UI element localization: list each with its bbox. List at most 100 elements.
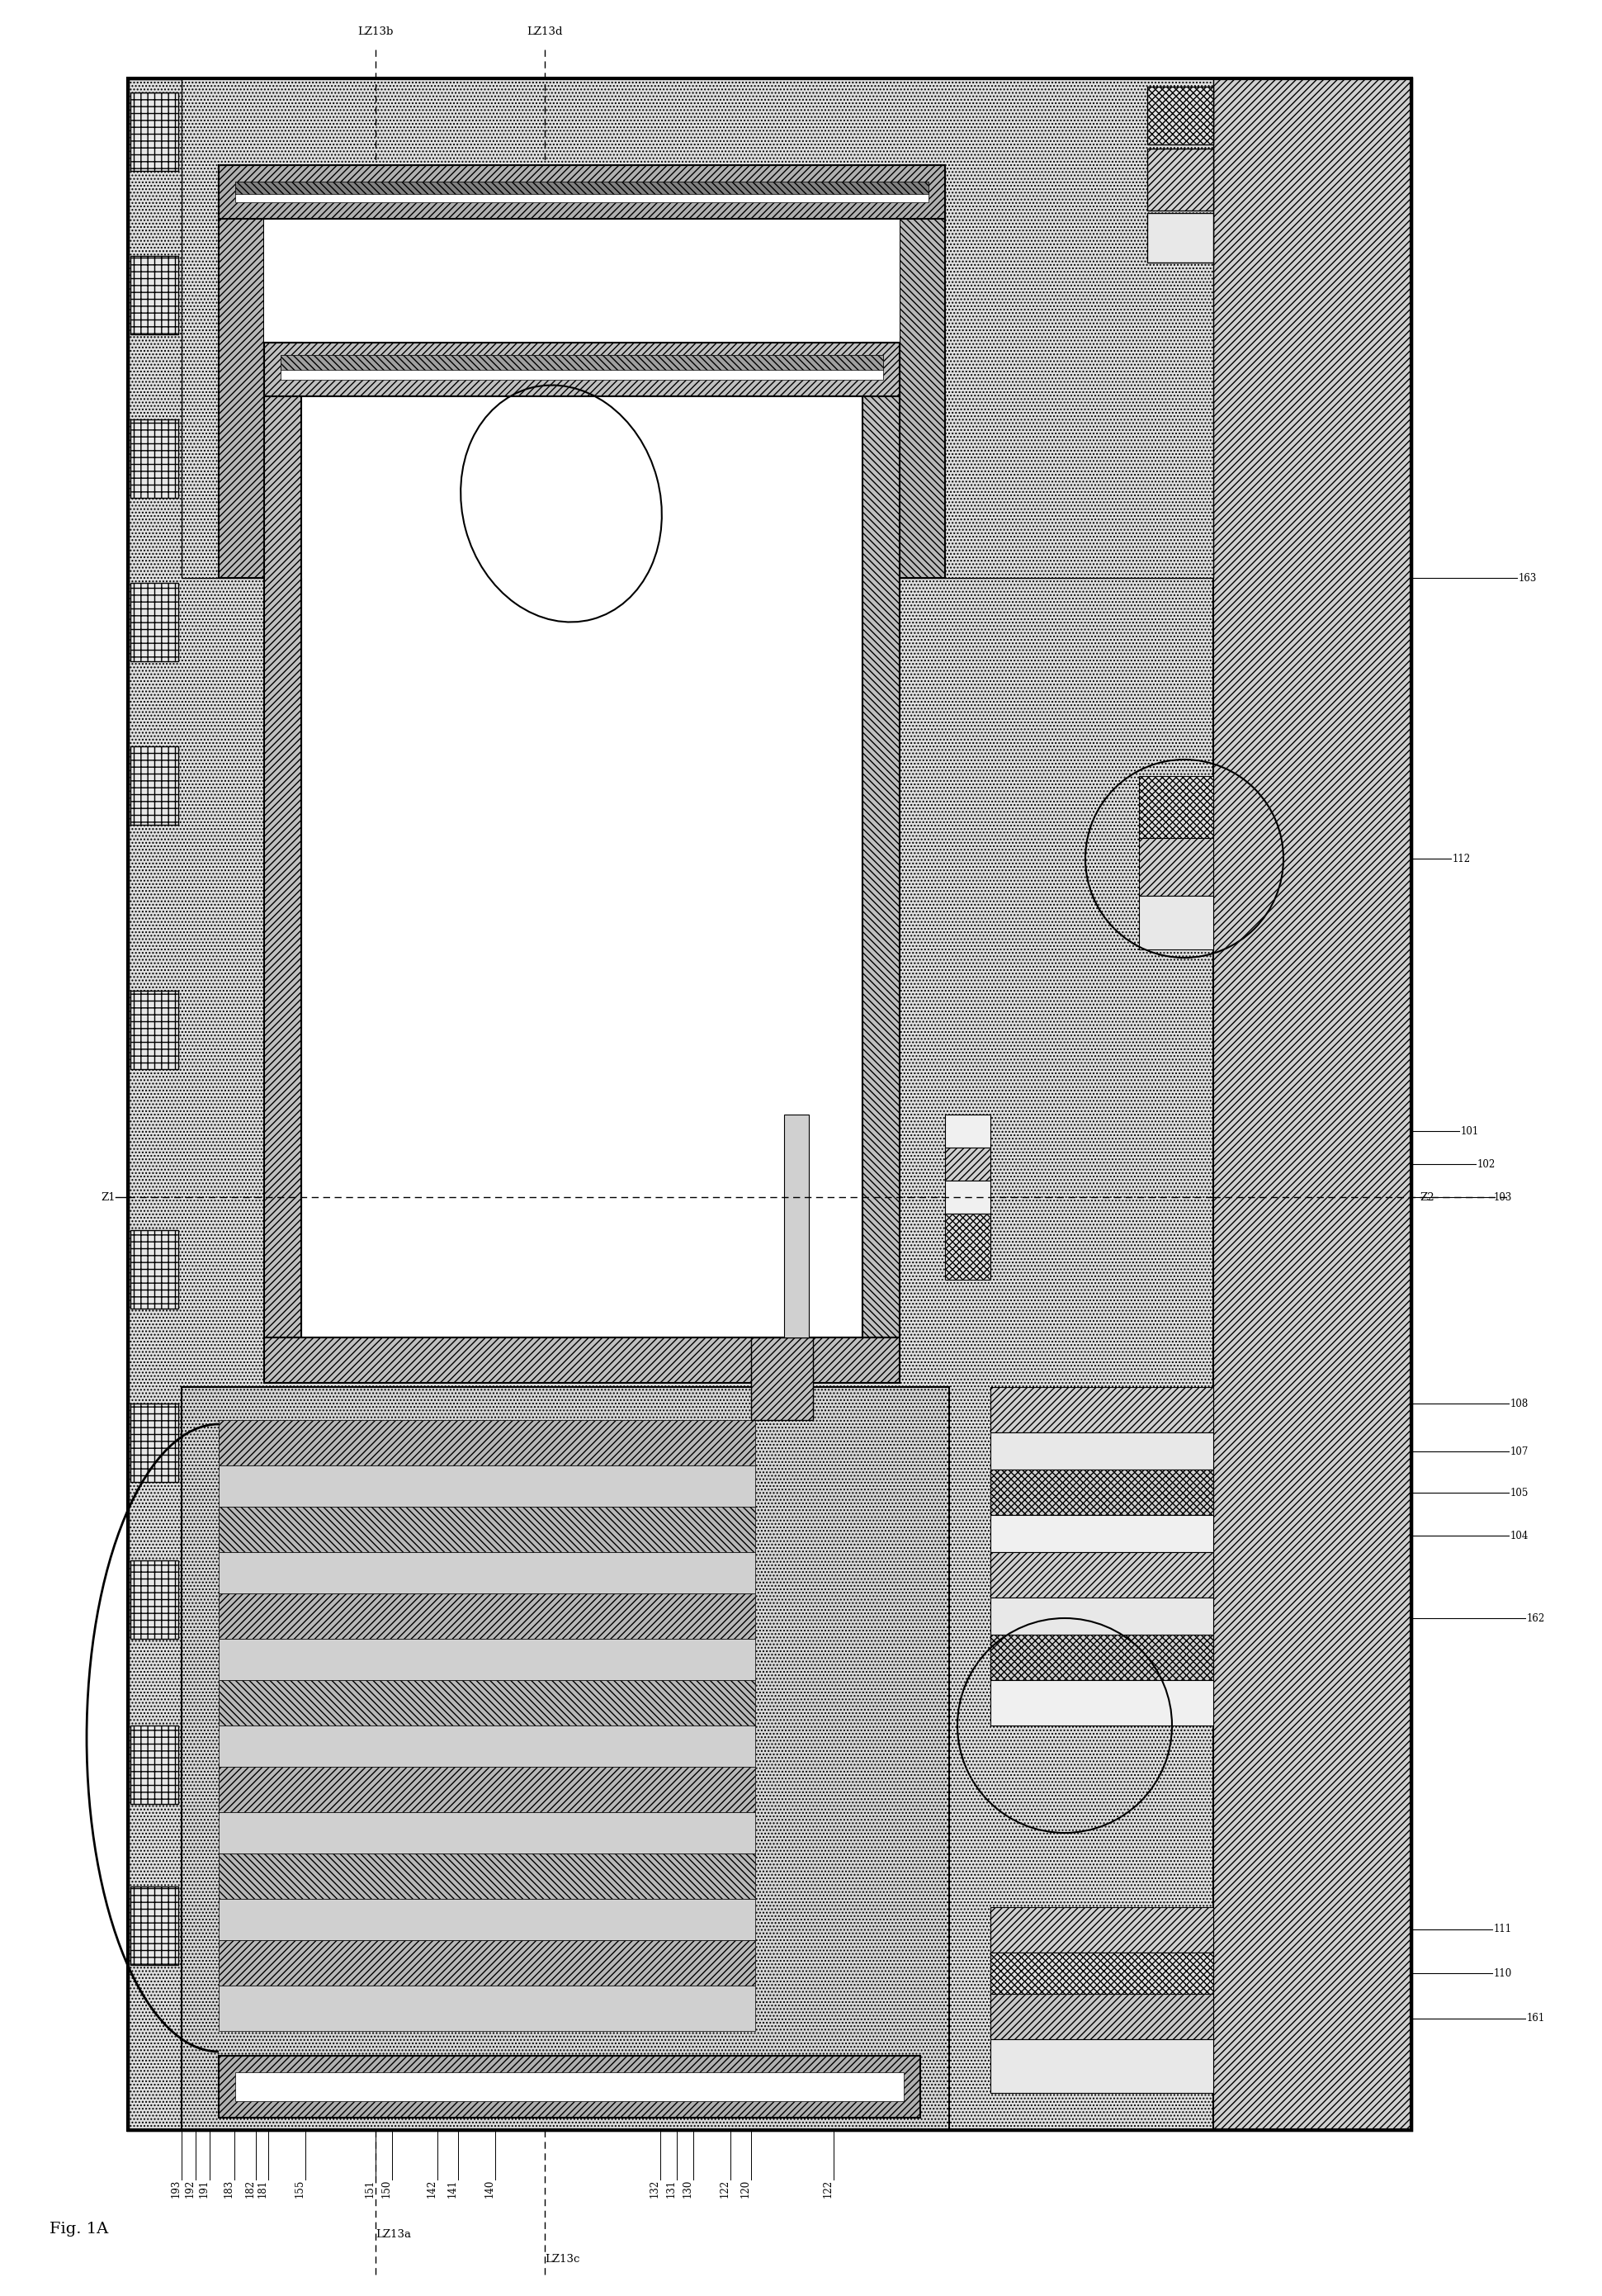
Text: LZ13c: LZ13c [545,2255,580,2264]
Bar [219,1552,755,1593]
Text: 104: 104 [1511,1529,1528,1541]
Bar [301,397,862,1339]
Bar [990,1598,1213,1635]
Bar [128,78,1411,2131]
Bar [751,1339,812,1419]
Bar [219,165,264,579]
Bar [219,1940,755,1986]
Bar [990,1515,1213,1552]
Bar [219,1986,755,2032]
Bar [264,218,900,579]
Text: 111: 111 [1495,1924,1512,1936]
Text: 112: 112 [1453,854,1471,863]
Bar [128,78,1411,2131]
Text: 192: 192 [184,2179,195,2197]
Bar [1139,895,1213,951]
Text: 142: 142 [426,2179,437,2197]
Bar [264,342,900,397]
Bar [235,2073,904,2101]
Text: LZ13a: LZ13a [375,2229,412,2241]
Bar [235,181,929,202]
Bar [130,583,178,661]
Text: 182: 182 [245,2179,256,2197]
Bar [1213,78,1411,2131]
Text: 163: 163 [1519,572,1536,583]
Bar [945,1180,990,1215]
Bar [990,1635,1213,1681]
Bar [130,92,178,170]
Bar [130,420,178,498]
Bar [219,1899,755,1940]
Bar [130,1403,178,1481]
Bar [1147,149,1213,211]
Bar [219,1768,755,1812]
Bar [219,1465,755,1506]
Bar [900,165,945,579]
Bar [990,1681,1213,1727]
Text: 108: 108 [1511,1398,1528,1410]
Bar [990,1552,1213,1598]
Bar [1139,838,1213,895]
Bar [219,1812,755,1853]
Text: 122: 122 [719,2179,731,2197]
Text: 183: 183 [224,2179,234,2197]
Text: 150: 150 [381,2179,392,2197]
Text: 103: 103 [1495,1192,1512,1203]
Bar [990,1469,1213,1515]
Text: 140: 140 [484,2179,495,2197]
Text: Fig. 1A: Fig. 1A [50,2223,109,2236]
Bar [130,1727,178,1805]
Bar [990,1993,1213,2039]
Bar [783,1114,809,1339]
Text: 132: 132 [649,2179,660,2197]
Bar [235,181,929,195]
Bar [1147,87,1213,145]
Text: 105: 105 [1511,1488,1528,1497]
Bar [990,1387,1213,1433]
Bar [280,356,883,370]
Text: 193: 193 [171,2179,181,2197]
Bar [1147,214,1213,262]
Bar [130,255,178,335]
Bar [990,1433,1213,1469]
Bar [219,1727,755,1768]
Bar [219,1506,755,1552]
Text: LZ13d: LZ13d [527,28,562,37]
Bar [862,342,900,1339]
Bar [990,1952,1213,1993]
Bar [219,165,945,218]
Text: Z1: Z1 [101,1192,115,1203]
Text: 102: 102 [1477,1159,1496,1169]
Text: 130: 130 [682,2179,694,2197]
Bar [130,1887,178,1965]
Bar [945,1148,990,1180]
Text: 120: 120 [740,2179,751,2197]
Bar [181,78,1213,579]
Text: 161: 161 [1527,2014,1546,2025]
Bar [219,2055,920,2117]
Bar [264,342,301,1339]
Text: 162: 162 [1527,1612,1546,1623]
Bar [990,2039,1213,2094]
Bar [219,1419,755,1465]
Bar [219,1853,755,1899]
Bar [990,1908,1213,1952]
Bar [945,1215,990,1279]
Text: 122: 122 [823,2179,833,2197]
Text: LZ13b: LZ13b [357,28,394,37]
Bar [264,1339,900,1382]
Text: 141: 141 [447,2179,458,2197]
Bar [130,746,178,824]
Text: 151: 151 [365,2179,375,2197]
Bar [1139,776,1213,838]
Text: Z2: Z2 [1419,1192,1434,1203]
Text: 191: 191 [199,2179,210,2197]
Bar [945,1114,990,1148]
Bar [181,1387,948,2131]
Bar [130,1231,178,1309]
Bar [280,356,883,379]
Text: 131: 131 [666,2179,676,2197]
Bar [130,1561,178,1639]
Bar [130,990,178,1070]
Bar [219,1681,755,1727]
